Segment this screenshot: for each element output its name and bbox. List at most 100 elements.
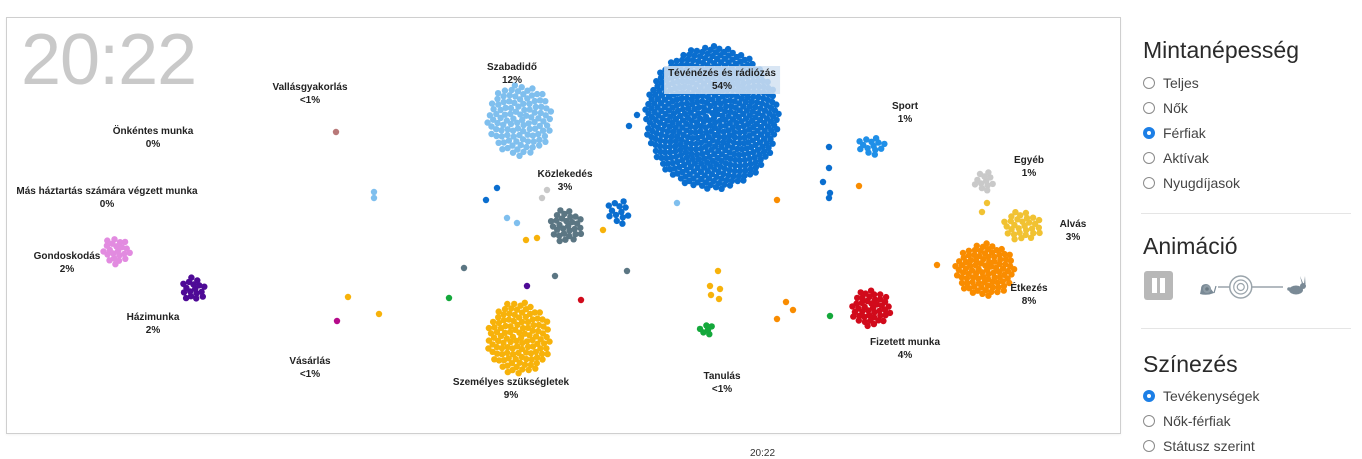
tv-dot: [658, 79, 666, 86]
snail-icon: [1200, 284, 1217, 295]
tv-dot: [725, 172, 732, 179]
personal-dot: [523, 349, 530, 356]
free-time-dot: [519, 136, 527, 143]
paid-work-dot: [855, 317, 862, 324]
tv-dot: [766, 149, 774, 156]
activity-visualization: 20:22 Önkéntes munka 0% Más háztartás szá…: [6, 17, 1121, 434]
transport-dot: [553, 212, 561, 219]
sleep-dot: [1022, 209, 1030, 217]
activity-label-transport: Közlekedés 3%: [537, 168, 592, 194]
care-dot: [121, 250, 128, 258]
personal-dot: [532, 333, 540, 340]
tv-dot: [717, 122, 724, 130]
tv-dot: [750, 93, 757, 101]
sleep-dot: [1017, 212, 1024, 219]
activity-name: Egyéb: [1013, 155, 1045, 166]
tv-dot: [742, 167, 749, 174]
free-time-dot: [506, 98, 513, 105]
free-time-dot: [526, 100, 533, 108]
tv-dot: [674, 133, 681, 140]
radio-icon[interactable]: [1143, 390, 1155, 402]
single-dot: [706, 282, 714, 290]
personal-dot: [521, 299, 528, 306]
personal-dot: [523, 355, 530, 363]
personal-dot: [504, 300, 511, 308]
activity-pct: 54%: [711, 81, 732, 92]
free-time-dot: [523, 143, 530, 151]
sleep-dot: [1004, 230, 1011, 237]
other-dot: [971, 181, 979, 188]
single-dot: [523, 282, 531, 290]
personal-dot: [485, 324, 493, 332]
activity-label-sleep: Alvás 3%: [1060, 218, 1087, 244]
personal-dot: [527, 350, 535, 357]
tv-dot: [723, 103, 730, 110]
transport-blue-dot: [622, 204, 629, 211]
activity-pct: 1%: [897, 114, 913, 125]
tv-dot: [731, 156, 739, 164]
population-option-women[interactable]: Nők: [1143, 100, 1188, 116]
radio-icon[interactable]: [1143, 440, 1155, 452]
population-option-active[interactable]: Aktívak: [1143, 150, 1209, 166]
radio-icon[interactable]: [1143, 77, 1155, 89]
radio-icon[interactable]: [1143, 102, 1155, 114]
transport-blue-dot: [619, 220, 626, 227]
radio-icon[interactable]: [1143, 152, 1155, 164]
free-time-dot: [484, 119, 491, 126]
tv-dot: [650, 86, 657, 94]
coloring-option-activities[interactable]: Tevékenységek: [1143, 388, 1260, 404]
tv-dot: [757, 156, 764, 163]
paid-work-dot: [867, 287, 875, 294]
coloring-option-status[interactable]: Státusz szerint: [1143, 438, 1255, 454]
tv-dot: [695, 58, 702, 65]
radio-icon[interactable]: [1143, 127, 1155, 139]
free-time-dot: [526, 125, 533, 133]
free-time-dot: [540, 118, 547, 125]
food-dot: [1000, 287, 1007, 294]
tv-dot: [697, 128, 704, 135]
paid-work-dot: [871, 296, 879, 303]
free-time-dot: [527, 149, 534, 156]
free-time-dot: [516, 152, 523, 159]
free-time-dot: [513, 138, 520, 145]
tv-dot: [647, 139, 655, 147]
tv-dot: [672, 153, 680, 160]
personal-dot: [491, 324, 498, 331]
tv-dot: [683, 95, 690, 102]
pause-button[interactable]: [1144, 271, 1173, 300]
activity-name: Tanulás: [703, 371, 741, 382]
tv-dot: [712, 184, 720, 191]
free-time-dot: [507, 104, 515, 112]
population-option-retired[interactable]: Nyugdíjasok: [1143, 175, 1240, 191]
speed-slider[interactable]: [1197, 272, 1312, 302]
free-time-dot: [509, 142, 516, 149]
paid-work-dot: [870, 320, 878, 328]
activity-name: Önkéntes munka: [112, 126, 194, 137]
tv-dot: [773, 101, 780, 108]
single-dot: [599, 226, 607, 234]
paid-work-dot: [862, 290, 869, 297]
tv-dot: [746, 155, 753, 163]
activity-name: Vallásgyakorlás: [272, 82, 348, 93]
other-dot: [978, 184, 986, 192]
free-time-dot: [517, 141, 524, 149]
coloring-option-gender[interactable]: Nők-férfiak: [1143, 413, 1231, 429]
free-time-dot: [514, 88, 522, 95]
transport-dot: [572, 230, 579, 238]
radio-icon[interactable]: [1143, 177, 1155, 189]
free-time-dot: [520, 100, 527, 108]
free-time-dot: [546, 127, 553, 134]
free-time-dot: [528, 92, 536, 99]
population-option-full[interactable]: Teljes: [1143, 75, 1199, 91]
radio-icon[interactable]: [1143, 415, 1155, 427]
sport-dot: [856, 138, 863, 145]
tv-dot: [716, 133, 723, 141]
tv-dot: [683, 100, 691, 107]
population-option-men[interactable]: Férfiak: [1143, 125, 1206, 141]
tv-dot: [731, 129, 738, 136]
free-time-dot: [539, 127, 547, 134]
study-dot: [708, 323, 715, 330]
activity-label-tv: Tévénézés és rádiózás 54%: [664, 66, 780, 94]
food-dot: [967, 257, 975, 264]
slider-knob[interactable]: [1229, 275, 1253, 299]
